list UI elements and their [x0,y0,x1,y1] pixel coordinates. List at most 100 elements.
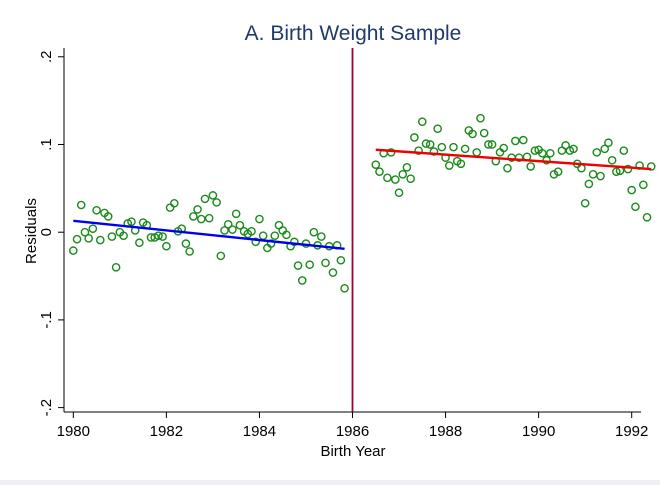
data-point [398,170,408,179]
fit-line-post-1986 [375,148,652,171]
data-point [526,162,536,171]
data-point [72,234,82,244]
x-tick-label: 1984 [243,423,276,440]
fit-line-pre-1986 [73,219,345,251]
data-point [468,129,477,139]
data-point [107,232,117,241]
x-tick-label: 1992 [615,423,648,440]
data-point [596,171,605,181]
data-point [484,140,493,149]
data-point [321,258,330,268]
data-point [553,167,563,176]
data-point [503,163,512,173]
data-point [119,231,128,241]
data-point [293,261,303,270]
data-point [309,227,319,237]
data-point [619,146,629,155]
data-point [204,213,214,223]
data-point [220,226,229,235]
data-point [639,180,648,190]
y-tick-label: .1 [38,138,55,151]
data-point [402,162,412,172]
data-point [584,179,594,189]
data-point [231,209,241,219]
data-point [92,205,101,215]
y-tick-label: 0 [38,228,55,236]
data-point [530,146,540,155]
data-point [627,185,636,195]
data-point [235,220,245,230]
x-axis-label: Birth Year [320,443,385,460]
data-point [95,235,105,245]
data-point [305,260,314,269]
data-point [623,164,633,174]
data-point [417,117,427,126]
data-point [127,217,136,226]
data-point [449,142,458,152]
data-point [394,188,404,198]
axis-ticks: 1980 1982 1984 1986 1988 1990 1992 -.2 -.1 0 .1 .2 [38,51,648,440]
data-point [255,214,264,224]
data-point [487,140,497,149]
data-point [600,144,610,154]
data-point [317,232,326,241]
data-point [251,237,261,247]
data-point [266,239,276,248]
data-point [612,167,621,176]
x-tick-label: 1990 [522,423,555,440]
x-tick-label: 1986 [336,423,369,440]
data-point [518,135,528,145]
data-point [135,238,144,248]
data-point [340,284,349,293]
data-point [456,159,466,169]
data-point [212,198,221,207]
data-point [290,237,299,247]
data-point [270,231,280,241]
data-point [433,124,442,133]
data-point [580,198,590,208]
y-tick-label: -.1 [38,311,55,329]
x-tick-label: 1988 [429,423,462,440]
data-point [336,255,346,265]
data-point [185,247,194,256]
data-point [511,136,520,146]
data-point [444,161,454,170]
data-point [193,205,202,214]
data-point [371,160,381,169]
data-point [569,144,578,154]
data-point [631,202,640,212]
data-point [181,239,191,248]
data-point [80,227,90,237]
data-point [499,143,509,153]
data-point [282,230,291,240]
y-tick-label: -.2 [38,399,55,417]
data-point [642,212,652,222]
data-point [476,113,485,123]
data-point [646,162,656,171]
x-tick-label: 1980 [57,423,90,440]
data-point [421,139,431,148]
data-point [196,214,206,224]
data-point [328,268,338,277]
data-point [216,251,226,261]
data-point [386,148,396,157]
data-point [84,234,93,243]
data-point [247,227,256,236]
data-point [425,140,435,149]
data-point [208,191,218,200]
x-tick-label: 1982 [150,423,183,440]
data-point [154,231,163,241]
y-axis-label: Residuals [23,198,40,264]
data-point [76,200,86,210]
data-point [297,276,307,285]
data-point [158,232,167,241]
data-point [406,174,415,183]
data-point [460,144,470,154]
data-point [69,246,78,255]
data-point [103,212,113,221]
data-point [561,141,570,150]
data-point [414,146,423,155]
